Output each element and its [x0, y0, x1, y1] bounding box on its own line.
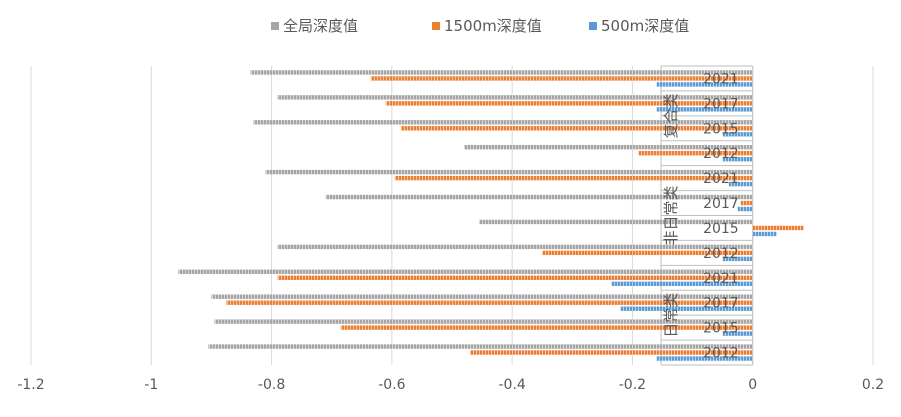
legend-swatch [271, 22, 279, 30]
year-label: 2021 [703, 71, 739, 87]
bar-1500m深度值-日常类-2012 [470, 350, 753, 355]
x-tick-label: -0.8 [258, 377, 285, 393]
legend-label: 1500m深度值 [444, 17, 542, 35]
bar-全局深度值-日常类-2012 [208, 344, 753, 349]
bar-全局深度值-复合类-2015 [253, 120, 753, 125]
bar-1500m深度值-非日常类-2015 [752, 225, 804, 231]
group-label: 复合类 [662, 93, 680, 138]
x-axis-ticks: -1.2 -1 -0.8 -0.6 -0.4 -0.2 0 0.2 [17, 377, 884, 393]
bar-500m深度值-复合类-2015 [722, 132, 753, 137]
bar-1500m深度值-非日常类-2012 [542, 250, 753, 256]
bar-500m深度值-日常类-2021 [611, 281, 753, 286]
bar-1500m深度值-非日常类-2017 [740, 200, 753, 206]
bar-全局深度值-复合类-2017 [277, 95, 753, 100]
category-labels: 2021 2017 2015 2012 2021 2017 2015 2012 2021 2017… [662, 71, 739, 361]
bar-500m深度值-复合类-2017 [656, 107, 753, 112]
bar-500m深度值-复合类-2012 [722, 157, 753, 162]
year-label: 2017 [703, 296, 739, 312]
legend: 全局深度值 1500m深度值 500m深度值 [271, 17, 689, 35]
year-label: 2015 [703, 321, 739, 337]
year-label: 2017 [703, 96, 739, 112]
year-label: 2015 [703, 121, 739, 137]
bars [178, 70, 804, 361]
x-tick-label: 0.2 [862, 377, 884, 393]
x-tick-label: 0 [748, 377, 757, 393]
year-label: 2017 [703, 196, 739, 212]
bar-全局深度值-日常类-2015 [214, 319, 753, 324]
group-label: 非日常类 [662, 185, 680, 245]
bar-1500m深度值-日常类-2015 [340, 325, 753, 330]
bar-全局深度值-非日常类-2017 [325, 194, 753, 200]
legend-label: 500m深度值 [601, 17, 689, 35]
bar-500m深度值-非日常类-2021 [728, 181, 753, 187]
group-label: 日常类 [662, 293, 680, 338]
legend-label: 全局深度值 [283, 17, 358, 35]
year-label: 2015 [703, 221, 739, 237]
bar-1500m深度值-日常类-2021 [277, 275, 753, 280]
year-label: 2012 [703, 146, 739, 162]
x-tick-label: -1 [144, 377, 158, 393]
legend-swatch [432, 22, 440, 30]
bar-全局深度值-日常类-2021 [178, 269, 753, 274]
bar-全局深度值-复合类-2021 [250, 70, 753, 75]
bar-500m深度值-非日常类-2012 [722, 256, 753, 262]
year-label: 2021 [703, 271, 739, 287]
bar-全局深度值-非日常类-2021 [265, 169, 753, 175]
bar-1500m深度值-非日常类-2021 [394, 175, 753, 181]
x-tick-label: -0.2 [619, 377, 646, 393]
bar-全局深度值-复合类-2012 [464, 145, 753, 150]
year-label: 2021 [703, 171, 739, 187]
bar-全局深度值-日常类-2017 [211, 294, 753, 299]
x-tick-label: -1.2 [17, 377, 44, 393]
bar-500m深度值-日常类-2012 [656, 356, 753, 361]
bar-500m深度值-非日常类-2017 [737, 206, 753, 212]
year-label: 2012 [703, 246, 739, 262]
bar-1500m深度值-日常类-2017 [226, 300, 753, 305]
bar-500m深度值-日常类-2017 [620, 306, 753, 311]
x-tick-label: -0.4 [498, 377, 525, 393]
bar-1500m深度值-复合类-2017 [385, 101, 753, 106]
bar-500m深度值-非日常类-2015 [752, 231, 777, 237]
bar-1500m深度值-复合类-2015 [400, 126, 753, 131]
bar-1500m深度值-复合类-2021 [370, 76, 753, 81]
x-tick-label: -0.6 [378, 377, 405, 393]
year-label: 2012 [703, 346, 739, 362]
bar-全局深度值-非日常类-2012 [277, 244, 753, 250]
bar-500m深度值-复合类-2021 [656, 82, 753, 87]
bar-全局深度值-非日常类-2015 [479, 219, 753, 225]
bar-500m深度值-日常类-2015 [722, 331, 753, 336]
legend-swatch [589, 22, 597, 30]
bar-1500m深度值-复合类-2012 [638, 151, 753, 156]
